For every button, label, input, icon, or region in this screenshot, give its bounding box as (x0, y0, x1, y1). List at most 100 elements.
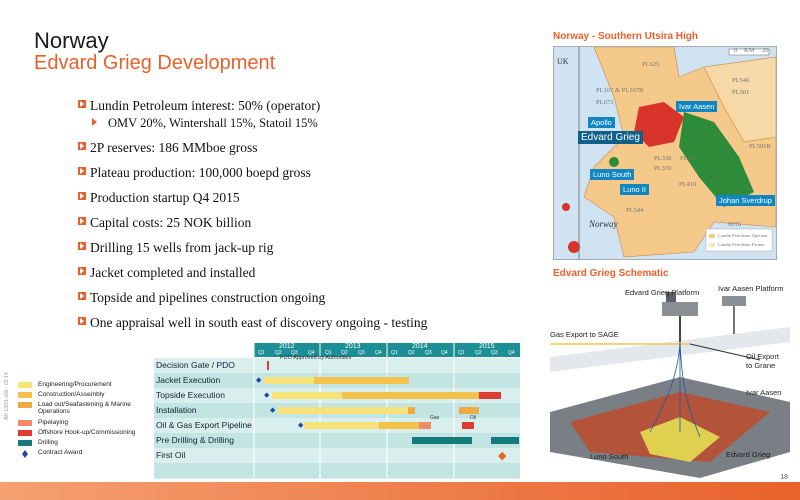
schematic-title: Edvard Grieg Schematic (553, 268, 669, 279)
gantt-bar (264, 377, 314, 384)
first-oil-diamond-icon: ◆ (498, 450, 507, 462)
schematic-label: Luno South (590, 452, 629, 461)
bullet-text: Topside and pipelines construction ongoi… (90, 290, 326, 305)
page-number: 18 (780, 474, 788, 481)
license-map: 0 KM 20 UK PL625 PL546 PL501 PL167 & PL1… (553, 46, 777, 260)
contract-award-icon: ◆ (256, 377, 262, 384)
bullet-item: Jacket completed and installed (78, 265, 528, 281)
bullet-marker-icon (78, 292, 86, 300)
gantt-quarter: Q4 (308, 350, 315, 356)
contract-award-icon: ◆ (298, 422, 304, 429)
map-label: Norway (589, 219, 618, 229)
gantt-year: 2013 (345, 343, 361, 350)
gantt-quarter: Q2 (475, 350, 482, 356)
gantt-bar (459, 407, 479, 414)
gantt-chart: 2012 2013 2014 2015 Q1 Q2 Q3 Q4 Q1 Q2 Q3… (154, 343, 520, 479)
bullet-item: 2P reserves: 186 MMboe gross (78, 140, 528, 156)
bullet-marker-icon (78, 242, 86, 250)
gantt-quarter: Q2 (275, 350, 282, 356)
gantt-row-label: Pre Drilling & Drilling (156, 435, 234, 445)
contract-award-icon: ◆ (264, 392, 270, 399)
legend-swatch (18, 382, 32, 388)
map-label: PL673 (596, 99, 614, 106)
gantt-quarter: Q3 (291, 350, 298, 356)
gantt-row-label: Topside Execution (156, 390, 225, 400)
map-label: PL501 (732, 89, 750, 96)
gantt-row-label: Installation (156, 405, 197, 415)
bullet-marker-icon (78, 217, 86, 225)
gantt-quarter: Q3 (491, 350, 498, 356)
sub-bullet-text: OMV 20%, Wintershall 15%, Statoil 15% (108, 116, 318, 130)
field-tag: Luno South (590, 169, 635, 180)
map-title: Norway - Southern Utsira High (553, 31, 699, 42)
sub-bullet-item: OMV 20%, Wintershall 15%, Statoil 15% (78, 116, 528, 131)
schematic-label: Edvard Grieg (726, 450, 771, 459)
bullet-marker-icon (78, 167, 86, 175)
schematic-label: Ivar Aasen Platform (718, 284, 784, 293)
bullet-text: Plateau production: 100,000 boepd gross (90, 165, 311, 180)
gantt-row: Topside Execution ◆ (154, 388, 520, 403)
schematic: Edvard Grieg Platform Ivar Aasen Platfor… (550, 282, 790, 478)
arrow-icon (92, 118, 97, 126)
map-label: PL359 (654, 165, 672, 172)
gantt-row-label: Decision Gate / PDO (156, 360, 235, 370)
field-tag: Apollo (588, 117, 615, 128)
schematic-graphic (550, 292, 790, 478)
map-label: PL410 (679, 181, 697, 188)
bullet-item: Plateau production: 100,000 boepd gross (78, 165, 528, 181)
field-tag: Edvard Grieg (578, 131, 643, 144)
gantt-bar (304, 422, 379, 429)
schematic-label: Oil Export to Grane (746, 352, 779, 370)
gantt-row: Pre Drilling & Drilling (154, 433, 520, 448)
gantt-row: First Oil ◆ (154, 448, 520, 463)
gantt-quarter: Q3 (358, 350, 365, 356)
bullet-item: Production startup Q4 2015 (78, 190, 528, 206)
map-label: PL544 (626, 207, 644, 214)
gantt-quarter: Q2 (408, 350, 415, 356)
gantt-row: Jacket Execution ◆ (154, 373, 520, 388)
map-label: PL546 (732, 77, 750, 84)
bullet-text: Production startup Q4 2015 (90, 190, 240, 205)
legend-swatch (18, 440, 32, 446)
gantt-bar (379, 422, 419, 429)
map-scale-label: 0 (734, 47, 738, 54)
gantt-quarter: Q3 (425, 350, 432, 356)
schematic-label: Edvard Grieg Platform (625, 288, 700, 297)
gantt-year: 2012 (279, 343, 295, 350)
bullet-text: Capital costs: 25 NOK billion (90, 215, 252, 230)
gantt-row-label: Jacket Execution (156, 375, 221, 385)
field-tag: Ivar Aasen (676, 101, 718, 112)
map-label: PL167 & PL167B (596, 87, 644, 94)
gantt-bar (272, 392, 342, 399)
bullet-list: Lundin Petroleum interest: 50% (operator… (78, 98, 528, 340)
gantt-year: 2014 (412, 343, 428, 350)
gantt-quarter: Q1 (325, 350, 332, 356)
map-legend-label: Lundin Petroleum Partner (718, 242, 765, 247)
bullet-text: Jacket completed and installed (90, 265, 256, 280)
schematic-label: Ivar Aasen (746, 388, 782, 397)
gantt-row: Decision Gate / PDO PDO Approved by Auth… (154, 355, 520, 373)
gantt-quarter: Q4 (508, 350, 515, 356)
gantt-year: 2015 (479, 343, 495, 350)
bullet-marker-icon (78, 142, 86, 150)
bullet-item: Capital costs: 25 NOK billion (78, 215, 528, 231)
bullet-marker-icon (78, 100, 86, 108)
gantt-grid (154, 343, 520, 479)
gantt-quarter: Q2 (341, 350, 348, 356)
map-label: PL625 (642, 61, 660, 68)
bullet-item: Topside and pipelines construction ongoi… (78, 290, 528, 306)
gantt-note: PDO Approved by Authorities (280, 355, 352, 361)
gantt-note: Oil (470, 415, 477, 421)
gantt-note: Gas (430, 415, 440, 421)
map-label: PL265 (680, 155, 698, 162)
gantt-quarter: Q1 (458, 350, 465, 356)
gantt-quarter: Q4 (375, 350, 382, 356)
gantt-row-label: First Oil (156, 450, 186, 460)
map-label: PL501B (749, 143, 771, 150)
map-scale-label: 20 (762, 47, 769, 54)
bullet-item: Lundin Petroleum interest: 50% (operator… (78, 98, 528, 114)
gantt-bar (267, 361, 269, 370)
map-label: UK (557, 57, 569, 66)
gantt-row-label: Oil & Gas Export Pipeline (156, 420, 252, 430)
bullet-text: Lundin Petroleum interest: 50% (operator… (90, 98, 321, 113)
